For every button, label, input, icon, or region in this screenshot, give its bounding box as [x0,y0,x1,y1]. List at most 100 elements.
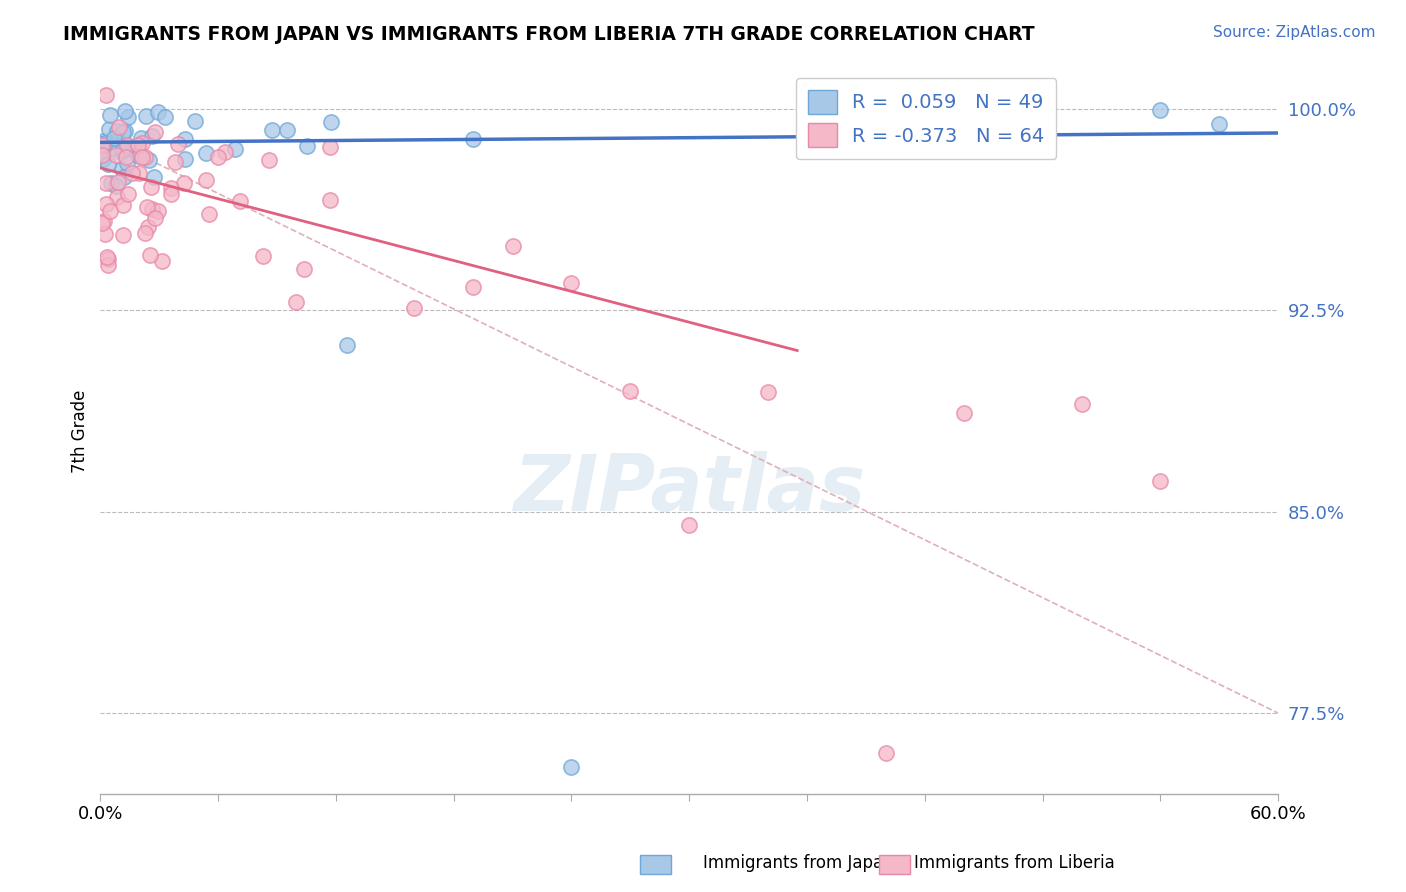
Point [174,132,197,146]
Point [146,104,169,119]
Point [146,203,169,218]
Point [114,150,136,164]
Text: Source: ZipAtlas.com: Source: ZipAtlas.com [1212,25,1375,40]
Point [94,197,117,211]
Point [142,169,165,184]
Point [96,250,118,264]
Point [143,125,166,139]
Point [198,207,221,221]
Point [97,122,120,136]
Point [195,146,218,161]
Text: IMMIGRANTS FROM JAPAN VS IMMIGRANTS FROM LIBERIA 7TH GRADE CORRELATION CHART: IMMIGRANTS FROM JAPAN VS IMMIGRANTS FROM… [63,25,1035,44]
Point [404,301,426,315]
Text: ZIPatlas: ZIPatlas [513,451,865,527]
Legend: R =  0.059   N = 49, R = -0.373   N = 64: R = 0.059 N = 49, R = -0.373 N = 64 [796,78,1056,159]
Point [174,153,197,167]
Point [105,124,128,138]
Point [107,120,129,134]
Point [93,214,115,228]
Point [143,211,166,225]
Point [295,138,318,153]
Point [214,145,236,159]
Point [91,134,114,148]
Point [117,139,139,153]
Point [141,128,163,143]
Point [1208,117,1230,131]
Point [114,104,136,119]
Point [121,141,143,155]
Point [117,110,139,124]
Point [463,279,485,293]
Point [276,122,298,136]
Point [136,200,159,214]
Point [94,136,117,150]
Point [131,136,153,150]
Point [319,140,342,154]
Point [914,133,936,147]
Point [138,153,160,168]
Point [112,197,135,211]
Point [229,194,252,208]
Point [1070,397,1092,411]
Point [131,150,153,164]
Point [97,156,120,170]
Point [117,138,139,153]
Point [153,110,176,124]
Point [134,226,156,240]
Point [560,276,582,290]
Point [463,132,485,146]
Point [114,124,136,138]
Point [91,146,114,161]
Point [91,148,114,162]
Point [110,145,132,160]
Point [121,166,143,180]
Point [105,190,128,204]
Point [101,141,124,155]
Point [91,136,114,151]
Point [292,261,315,276]
Point [160,181,183,195]
Point [1149,475,1171,489]
Point [115,156,138,170]
Point [756,384,779,399]
Point [91,152,114,166]
Point [135,109,157,123]
Point [141,202,163,216]
Point [105,148,128,162]
Point [110,161,132,176]
Point [319,115,342,129]
Point [560,760,582,774]
Point [97,258,120,272]
Point [128,149,150,163]
Point [97,252,120,266]
Point [252,249,274,263]
Point [127,138,149,153]
Point [336,338,359,352]
Point [1149,103,1171,117]
Point [136,220,159,235]
Point [129,131,152,145]
Point [167,136,190,151]
Text: Immigrants from Liberia: Immigrants from Liberia [914,855,1115,872]
Point [94,176,117,190]
Point [91,216,114,230]
Point [105,132,128,146]
Point [98,108,121,122]
Point [285,295,308,310]
Point [105,178,128,193]
Point [160,186,183,201]
Point [619,384,641,399]
Point [173,176,195,190]
Point [257,153,280,168]
Point [163,155,186,169]
Point [262,123,284,137]
Point [139,248,162,262]
Text: Immigrants from Japan: Immigrants from Japan [703,855,894,872]
Point [107,176,129,190]
Point [112,125,135,139]
Point [117,186,139,201]
Point [150,253,173,268]
Point [953,406,976,420]
Point [100,176,122,190]
Point [93,227,115,241]
